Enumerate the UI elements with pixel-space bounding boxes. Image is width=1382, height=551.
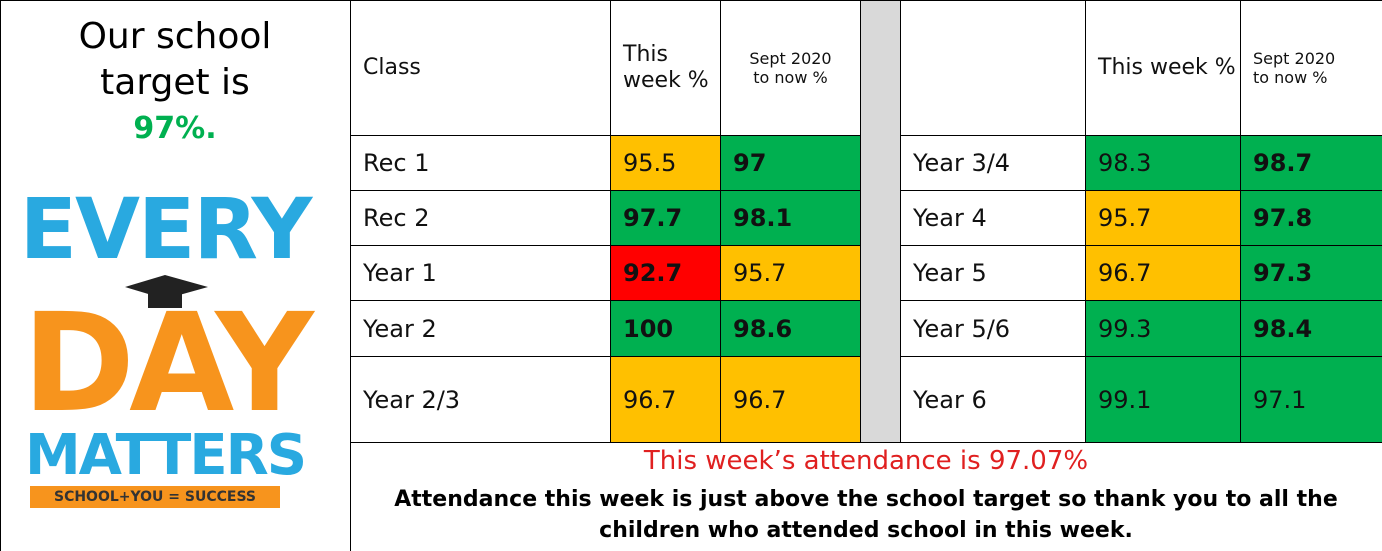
logo-day: DAY	[5, 285, 325, 443]
value-cell: 95.7	[1085, 190, 1241, 246]
header-cell: This week %	[1085, 0, 1241, 136]
value-cell: 98.6	[720, 300, 861, 357]
value-cell: 97.7	[610, 190, 721, 246]
footer-headline: This week’s attendance is 97.07%	[350, 446, 1382, 476]
header-cell: Sept 2020 to now %	[720, 0, 861, 136]
value-cell: 98.1	[720, 190, 861, 246]
class-cell: Year 1	[350, 245, 611, 301]
value-cell: 100	[610, 300, 721, 357]
target-line: Our school	[0, 14, 350, 60]
class-cell: Year 5/6	[900, 300, 1086, 357]
class-cell: Rec 1	[350, 135, 611, 191]
class-cell: Year 5	[900, 245, 1086, 301]
value-cell: 96.7	[610, 356, 721, 443]
value-cell: 98.3	[1085, 135, 1241, 191]
class-cell: Year 3/4	[900, 135, 1086, 191]
value-cell: 97.8	[1240, 190, 1382, 246]
header-cell: This week %	[610, 0, 721, 136]
footer-message: Attendance this week is just above the s…	[370, 484, 1362, 546]
value-cell: 98.7	[1240, 135, 1382, 191]
logo-tagline: SCHOOL+YOU = SUCCESS	[30, 486, 280, 508]
target-value: 97%.	[0, 106, 350, 152]
divider	[860, 0, 901, 443]
value-cell: 97.3	[1240, 245, 1382, 301]
header-cell: Sept 2020 to now %	[1240, 0, 1382, 136]
value-cell: 98.4	[1240, 300, 1382, 357]
value-cell: 95.5	[610, 135, 721, 191]
value-cell: 92.7	[610, 245, 721, 301]
value-cell: 95.7	[720, 245, 861, 301]
header-cell	[900, 0, 1086, 136]
target-line: target is	[0, 60, 350, 106]
logo-every: EVERY	[10, 180, 320, 278]
header-cell: Class	[350, 0, 611, 136]
page: Our school target is 97%. EVERY DAY MATT…	[0, 0, 1382, 551]
target-text: Our school target is 97%.	[0, 14, 350, 152]
value-cell: 97.1	[1240, 356, 1382, 443]
value-cell: 97	[720, 135, 861, 191]
class-cell: Year 2/3	[350, 356, 611, 443]
value-cell: 99.1	[1085, 356, 1241, 443]
value-cell: 96.7	[1085, 245, 1241, 301]
class-cell: Year 2	[350, 300, 611, 357]
class-cell: Year 4	[900, 190, 1086, 246]
value-cell: 96.7	[720, 356, 861, 443]
value-cell: 99.3	[1085, 300, 1241, 357]
logo-matters: MATTERS	[10, 423, 320, 488]
class-cell: Year 6	[900, 356, 1086, 443]
class-cell: Rec 2	[350, 190, 611, 246]
